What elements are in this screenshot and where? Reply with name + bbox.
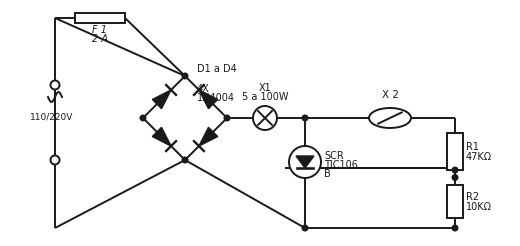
Bar bbox=[447, 185, 463, 218]
Text: X 2: X 2 bbox=[382, 90, 398, 100]
Text: 47KΩ: 47KΩ bbox=[466, 152, 492, 162]
Text: F 1: F 1 bbox=[93, 25, 108, 35]
Text: R2: R2 bbox=[466, 193, 479, 202]
Circle shape bbox=[302, 225, 308, 231]
Polygon shape bbox=[152, 90, 171, 109]
Polygon shape bbox=[199, 90, 218, 109]
Text: TIC106: TIC106 bbox=[324, 160, 358, 170]
Circle shape bbox=[302, 115, 308, 121]
Circle shape bbox=[140, 115, 146, 121]
Circle shape bbox=[452, 175, 458, 180]
Circle shape bbox=[289, 146, 321, 178]
Bar bbox=[447, 133, 463, 170]
Text: SCR: SCR bbox=[324, 151, 344, 161]
Bar bbox=[75, 13, 125, 23]
Text: 2 A: 2 A bbox=[92, 34, 108, 44]
Text: 5 a 100W: 5 a 100W bbox=[242, 92, 288, 102]
Text: 4X: 4X bbox=[197, 84, 210, 94]
Circle shape bbox=[452, 225, 458, 231]
Circle shape bbox=[452, 167, 458, 173]
Circle shape bbox=[50, 80, 59, 90]
Circle shape bbox=[182, 157, 188, 163]
Circle shape bbox=[224, 115, 230, 121]
Polygon shape bbox=[296, 156, 314, 168]
Text: 1N4004: 1N4004 bbox=[197, 93, 235, 103]
Circle shape bbox=[182, 73, 188, 79]
Text: X1: X1 bbox=[258, 83, 271, 93]
Text: R1: R1 bbox=[466, 142, 479, 153]
Circle shape bbox=[50, 155, 59, 165]
Polygon shape bbox=[199, 127, 218, 146]
Text: D1 a D4: D1 a D4 bbox=[197, 64, 237, 74]
Ellipse shape bbox=[369, 108, 411, 128]
Text: 110/220V: 110/220V bbox=[30, 112, 74, 121]
Polygon shape bbox=[152, 127, 171, 146]
Text: 10KΩ: 10KΩ bbox=[466, 201, 492, 212]
Circle shape bbox=[253, 106, 277, 130]
Text: B: B bbox=[324, 169, 331, 179]
